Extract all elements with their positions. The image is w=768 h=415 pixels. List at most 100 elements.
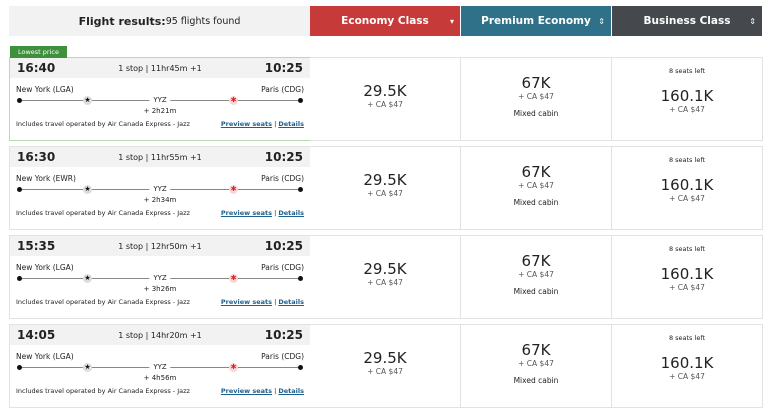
points: 29.5K: [363, 82, 407, 100]
connection-airport: YYZ: [149, 96, 171, 104]
seats-left: 8 seats left: [668, 245, 706, 253]
points: 29.5K: [363, 349, 407, 367]
departure-time: 16:40: [17, 61, 56, 75]
operated-by: Includes travel operated by Air Canada E…: [16, 387, 190, 395]
premium-price-cell[interactable]: 67K + CA $47 Mixed cabin: [461, 324, 612, 408]
air-canada-logo-icon: ✱: [229, 274, 238, 283]
airline-logo-icon: ★: [83, 96, 92, 105]
preview-seats-link[interactable]: Preview seats: [220, 120, 273, 128]
economy-price-cell[interactable]: 29.5K + CA $47: [310, 324, 461, 408]
flight-card[interactable]: 15:35 1 stop | 12hr50m +1 10:25 New York (…: [9, 235, 311, 319]
premium-price-cell[interactable]: 67K + CA $47 Mixed cabin: [461, 57, 612, 141]
points: 67K: [521, 163, 551, 181]
class-label: Premium Economy: [481, 15, 591, 27]
route-line: ★ YYZ ✱: [17, 185, 303, 195]
economy-price-cell[interactable]: 29.5K + CA $47: [310, 146, 461, 230]
details-link[interactable]: Details: [278, 387, 304, 395]
operated-by: Includes travel operated by Air Canada E…: [16, 120, 190, 128]
arrival-time: 10:25: [264, 328, 303, 342]
economy-price-cell[interactable]: 29.5K + CA $47: [310, 235, 461, 319]
connection-airport: YYZ: [149, 363, 171, 371]
origin-dot: [17, 365, 22, 370]
flight-card[interactable]: 16:30 1 stop | 11hr55m +1 10:25 New York (…: [9, 146, 311, 230]
flight-card[interactable]: 14:05 1 stop | 14hr20m +1 10:25 New York (…: [9, 324, 311, 408]
origin-dot: [17, 187, 22, 192]
sort-icon[interactable]: ⇕: [598, 16, 605, 26]
business-price-cell[interactable]: 8 seats left 160.1K + CA $47: [612, 324, 763, 408]
points: 29.5K: [363, 260, 407, 278]
destination: Paris (CDG): [261, 174, 304, 183]
preview-seats-link[interactable]: Preview seats: [220, 387, 273, 395]
destination-dot: [298, 98, 303, 103]
flight-row: 15:35 1 stop | 12hr50m +1 10:25 New York (…: [9, 235, 763, 319]
details-link[interactable]: Details: [278, 120, 304, 128]
flight-row: Lowest price 16:40 1 stop | 11hr45m +1 10:…: [9, 46, 763, 141]
destination-dot: [298, 365, 303, 370]
results-title: Flight results:: [78, 14, 166, 28]
class-header-1[interactable]: Premium Economy ⇕: [461, 6, 611, 36]
arrival-time: 10:25: [264, 150, 303, 164]
operated-by: Includes travel operated by Air Canada E…: [16, 209, 190, 217]
air-canada-logo-icon: ✱: [229, 185, 238, 194]
mixed-cabin-note: Mixed cabin: [513, 198, 559, 207]
flight-row: 16:30 1 stop | 11hr55m +1 10:25 New York (…: [9, 146, 763, 230]
stops-duration: 1 stop | 14hr20m +1: [118, 330, 202, 340]
sort-icon[interactable]: ▾: [449, 16, 454, 26]
taxes: + CA $47: [518, 359, 554, 368]
destination-dot: [298, 187, 303, 192]
airline-logo-icon: ★: [83, 185, 92, 194]
preview-seats-link[interactable]: Preview seats: [220, 209, 273, 217]
taxes: + CA $47: [367, 367, 403, 376]
flight-card[interactable]: Lowest price 16:40 1 stop | 11hr45m +1 10:…: [9, 46, 311, 141]
taxes: + CA $47: [669, 283, 705, 292]
points: 29.5K: [363, 171, 407, 189]
arrival-time: 10:25: [264, 61, 303, 75]
seats-left: 8 seats left: [668, 334, 706, 342]
taxes: + CA $47: [669, 105, 705, 114]
business-price-cell[interactable]: 8 seats left 160.1K + CA $47: [612, 235, 763, 319]
sort-icon[interactable]: ⇕: [749, 16, 756, 26]
class-header-2[interactable]: Business Class ⇕: [612, 6, 762, 36]
departure-time: 15:35: [17, 239, 56, 253]
destination: Paris (CDG): [261, 85, 304, 94]
details-link[interactable]: Details: [278, 298, 304, 306]
taxes: + CA $47: [669, 372, 705, 381]
premium-price-cell[interactable]: 67K + CA $47 Mixed cabin: [461, 146, 612, 230]
points: 67K: [521, 341, 551, 359]
seats-left: 8 seats left: [668, 67, 706, 75]
taxes: + CA $47: [669, 194, 705, 203]
economy-price-cell[interactable]: 29.5K + CA $47: [310, 57, 461, 141]
class-header-0[interactable]: Economy Class ▾: [310, 6, 460, 36]
departure-time: 16:30: [17, 150, 56, 164]
taxes: + CA $47: [518, 181, 554, 190]
lowest-price-badge: Lowest price: [10, 46, 67, 58]
business-price-cell[interactable]: 8 seats left 160.1K + CA $47: [612, 57, 763, 141]
mixed-cabin-note: Mixed cabin: [513, 376, 559, 385]
results-header: Flight results: 95 flights found: [9, 6, 310, 36]
details-link[interactable]: Details: [278, 209, 304, 217]
preview-seats-link[interactable]: Preview seats: [220, 298, 273, 306]
route-line: ★ YYZ ✱: [17, 274, 303, 284]
destination-dot: [298, 276, 303, 281]
points: 160.1K: [660, 354, 714, 372]
connection-airport: YYZ: [149, 274, 171, 282]
operated-by: Includes travel operated by Air Canada E…: [16, 298, 190, 306]
taxes: + CA $47: [367, 100, 403, 109]
layover: + 2h34m: [143, 196, 177, 204]
taxes: + CA $47: [518, 270, 554, 279]
mixed-cabin-note: Mixed cabin: [513, 287, 559, 296]
points: 160.1K: [660, 87, 714, 105]
class-label: Economy Class: [341, 15, 429, 27]
taxes: + CA $47: [367, 278, 403, 287]
origin: New York (LGA): [16, 352, 74, 361]
origin: New York (LGA): [16, 85, 74, 94]
departure-time: 14:05: [17, 328, 56, 342]
premium-price-cell[interactable]: 67K + CA $47 Mixed cabin: [461, 235, 612, 319]
seats-left: 8 seats left: [668, 156, 706, 164]
layover: + 4h56m: [143, 374, 177, 382]
stops-duration: 1 stop | 11hr45m +1: [118, 63, 202, 73]
route-line: ★ YYZ ✱: [17, 363, 303, 373]
business-price-cell[interactable]: 8 seats left 160.1K + CA $47: [612, 146, 763, 230]
stops-duration: 1 stop | 12hr50m +1: [118, 241, 202, 251]
destination: Paris (CDG): [261, 263, 304, 272]
